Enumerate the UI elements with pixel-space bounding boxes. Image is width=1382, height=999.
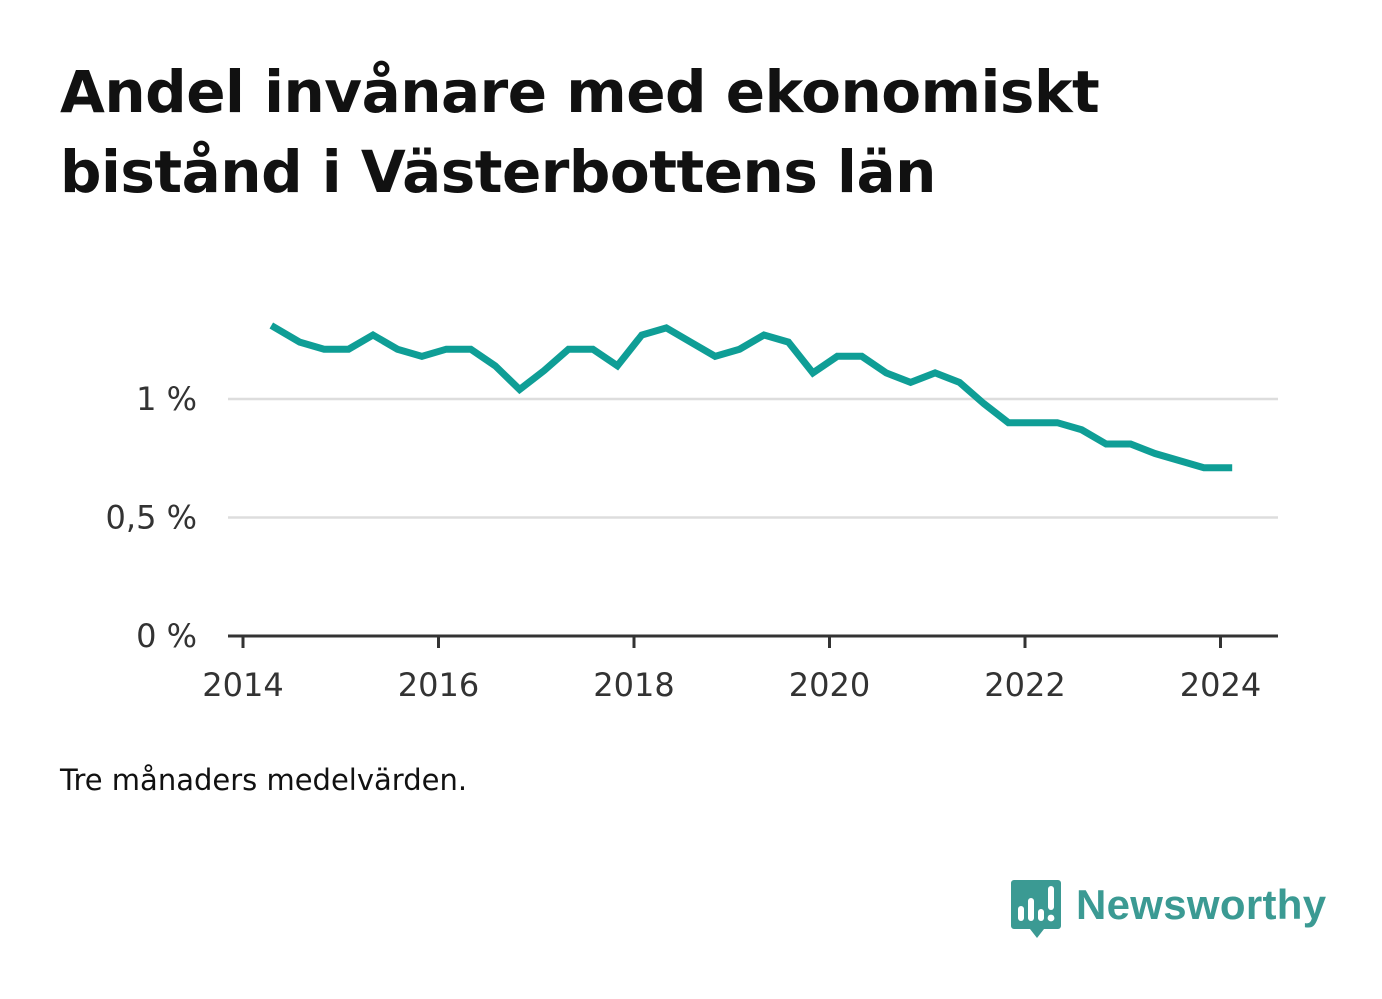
x-tick-label: 2018	[593, 666, 674, 704]
newsworthy-logo[interactable]: Newsworthy	[1010, 878, 1326, 940]
series-lines	[269, 322, 1233, 472]
y-tick-labels: 0 % 0,5 % 1 %	[106, 380, 197, 655]
chart-note: Tre månaders medelvärden.	[60, 763, 468, 797]
x-tick-label: 2014	[202, 666, 283, 704]
x-tick-label: 2020	[789, 666, 870, 704]
brand-name: Newsworthy	[1076, 881, 1327, 928]
newsworthy-logo-icon	[1011, 880, 1061, 938]
x-tick-label: 2022	[984, 666, 1065, 704]
y-tick-label: 0,5 %	[106, 499, 197, 537]
grid-lines	[228, 397, 1278, 519]
y-tick-label: 1 %	[136, 380, 197, 418]
y-tick-label: 0 %	[136, 617, 197, 655]
x-axis: 2014 2016 2018 2020 2022 2024	[202, 634, 1278, 704]
x-tick-label: 2024	[1180, 666, 1261, 704]
series-line	[269, 322, 1233, 472]
x-tick-label: 2016	[398, 666, 479, 704]
chart-title: Andel invånare med ekonomiskt bistånd i …	[60, 58, 1100, 206]
